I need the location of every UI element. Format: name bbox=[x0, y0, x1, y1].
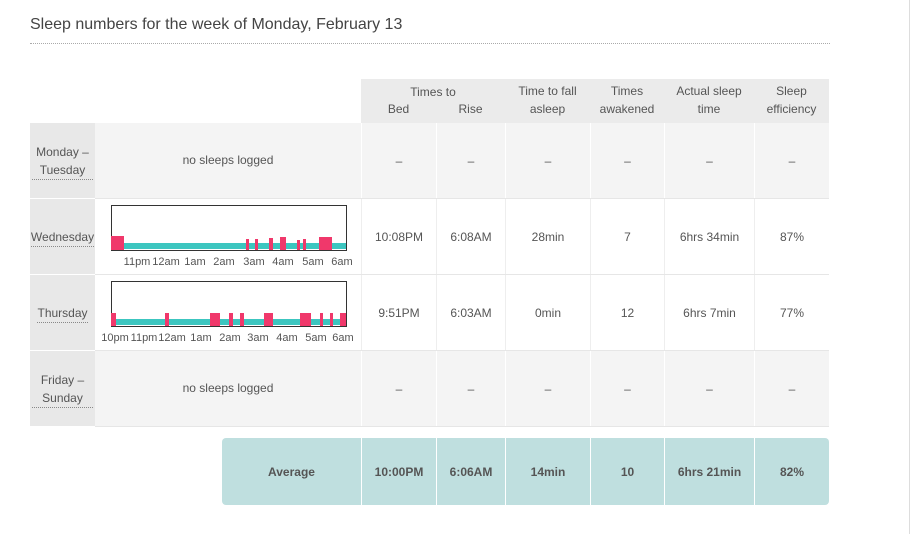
cell: – bbox=[754, 123, 829, 198]
axis-label: 12am bbox=[158, 332, 186, 344]
cell: 10:08PM bbox=[361, 199, 436, 274]
cell: 7 bbox=[590, 199, 664, 274]
cell: – bbox=[361, 351, 436, 426]
axis-label: 6am bbox=[332, 332, 354, 344]
cell: 6hrs 7min bbox=[664, 275, 754, 350]
axis-label: 3am bbox=[243, 256, 265, 268]
axis-label: 5am bbox=[305, 332, 327, 344]
no-sleeps: no sleeps logged bbox=[182, 381, 274, 395]
cell: – bbox=[505, 351, 590, 426]
average-cell: 6hrs 21min bbox=[664, 438, 754, 505]
cell: 6:03AM bbox=[436, 275, 505, 350]
day-link[interactable]: Thursday bbox=[37, 304, 88, 323]
axis-label: 10pm bbox=[101, 332, 129, 344]
row-label: Friday – Sunday bbox=[30, 351, 95, 427]
axis-label: 5am bbox=[302, 256, 324, 268]
row-label-bg bbox=[30, 199, 95, 275]
day-link[interactable]: Friday – Sunday bbox=[32, 371, 93, 408]
header-cell: Actual sleep time bbox=[676, 84, 742, 116]
header-bg bbox=[361, 79, 829, 123]
cell: 12 bbox=[590, 275, 664, 350]
cell: – bbox=[664, 351, 754, 426]
cell: – bbox=[436, 351, 505, 426]
axis-label: 11pm bbox=[130, 332, 158, 344]
row-label: Wednesday bbox=[30, 199, 95, 275]
header-cell: Time to fall asleep bbox=[518, 84, 577, 116]
cell: – bbox=[436, 123, 505, 198]
cell: – bbox=[754, 351, 829, 426]
axis-label: 4am bbox=[272, 256, 294, 268]
cell: – bbox=[590, 123, 664, 198]
title-rule bbox=[30, 43, 830, 44]
no-sleeps: no sleeps logged bbox=[182, 153, 274, 167]
axis-label: 2am bbox=[213, 256, 235, 268]
row-label-bg bbox=[30, 123, 95, 199]
row-bg bbox=[95, 123, 829, 199]
cell: 6:08AM bbox=[436, 199, 505, 274]
average-cell: 6:06AM bbox=[436, 438, 505, 505]
average-label: Average bbox=[268, 464, 315, 479]
header-group: Times to bbox=[410, 85, 456, 99]
cell: 28min bbox=[505, 199, 590, 274]
header-cell: Rise bbox=[458, 102, 483, 116]
cell: – bbox=[590, 351, 664, 426]
cell: 77% bbox=[754, 275, 829, 350]
row-label: Thursday bbox=[30, 275, 95, 351]
axis-label: 3am bbox=[247, 332, 269, 344]
average-bg bbox=[222, 438, 829, 505]
average-cell: 82% bbox=[754, 438, 829, 505]
day-link[interactable]: Wednesday bbox=[30, 228, 95, 247]
axis-label: 2am bbox=[219, 332, 241, 344]
header-cell: Bed bbox=[387, 102, 410, 116]
cell: – bbox=[361, 123, 436, 198]
axis-label: 6am bbox=[331, 256, 353, 268]
axis-label: 12am bbox=[152, 256, 180, 268]
average-cell: 14min bbox=[505, 438, 590, 505]
cell: 6hrs 34min bbox=[664, 199, 754, 274]
cell: – bbox=[664, 123, 754, 198]
row-label-bg bbox=[30, 275, 95, 351]
cell: 87% bbox=[754, 199, 829, 274]
row-label: Monday – Tuesday bbox=[30, 123, 95, 199]
axis-label: 1am bbox=[184, 256, 206, 268]
row-bg bbox=[95, 351, 829, 427]
header-cell: Times awakened bbox=[599, 84, 655, 116]
average-cell: 10 bbox=[590, 438, 664, 505]
day-link[interactable]: Monday – Tuesday bbox=[32, 143, 93, 180]
axis-label: 11pm bbox=[123, 256, 151, 268]
page-title: Sleep numbers for the week of Monday, Fe… bbox=[30, 16, 403, 33]
scrollbar-edge bbox=[909, 0, 910, 534]
cell: 0min bbox=[505, 275, 590, 350]
row-label-bg bbox=[30, 351, 95, 427]
axis-label: 1am bbox=[190, 332, 212, 344]
axis-label: 4am bbox=[276, 332, 298, 344]
average-cell: 10:00PM bbox=[361, 438, 436, 505]
cell: – bbox=[505, 123, 590, 198]
cell: 9:51PM bbox=[361, 275, 436, 350]
header-cell: Sleep efficiency bbox=[766, 84, 817, 116]
